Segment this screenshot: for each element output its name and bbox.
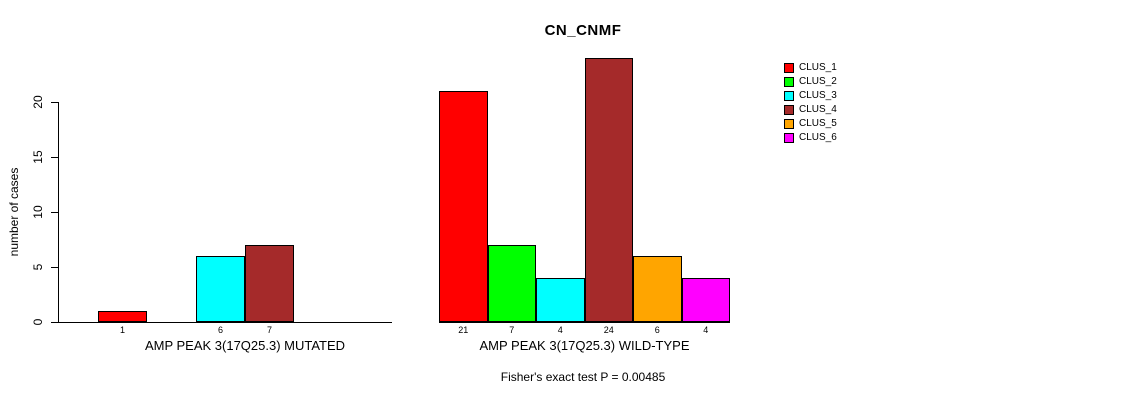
y-axis-tick-label: 5 <box>31 263 45 271</box>
y-axis-tick <box>51 322 58 323</box>
y-axis-tick-label: 15 <box>31 150 45 164</box>
chart-title: CN_CNMF <box>544 22 622 39</box>
legend-label: CLUS_3 <box>799 90 837 101</box>
y-axis-tick <box>51 267 58 268</box>
bar-value-label: 1 <box>119 325 125 335</box>
legend-label: CLUS_5 <box>799 118 837 129</box>
bar-value-label: 21 <box>458 325 469 335</box>
bar-clus_2-group1 <box>487 245 536 322</box>
legend-row-clus_4: CLUS_4 <box>784 103 837 117</box>
legend-swatch-icon <box>784 77 794 87</box>
legend-swatch-icon <box>784 63 794 73</box>
legend-swatch-icon <box>784 91 794 101</box>
legend-row-clus_2: CLUS_2 <box>784 75 837 89</box>
y-axis-line <box>58 102 59 323</box>
x-axis-baseline <box>439 322 730 323</box>
bar-value-label: 6 <box>654 325 660 335</box>
bar-clus_4-group0 <box>245 245 294 322</box>
bar-clus_3-group1 <box>536 278 585 322</box>
legend: CLUS_1 CLUS_2 CLUS_3 CLUS_4 CLUS_5 CLUS_6 <box>784 61 837 145</box>
bar-value-label: 6 <box>217 325 223 335</box>
bar-value-label: 7 <box>509 325 515 335</box>
legend-swatch-icon <box>784 119 794 129</box>
y-axis-tick <box>51 157 58 158</box>
y-axis-tick-label: 10 <box>31 205 45 219</box>
bar-value-label: 24 <box>603 325 614 335</box>
y-axis-title: number of cases <box>7 167 21 257</box>
x-group-label-mutated: AMP PEAK 3(17Q25.3) MUTATED <box>144 338 346 353</box>
y-axis-tick-label: 0 <box>31 318 45 326</box>
bar-clus_1-group1 <box>439 91 488 322</box>
bar-value-label: 4 <box>703 325 709 335</box>
fisher-test-annotation: Fisher's exact test P = 0.00485 <box>500 370 666 384</box>
legend-swatch-icon <box>784 133 794 143</box>
bar-clus_3-group0 <box>196 256 245 322</box>
y-axis-tick <box>51 212 58 213</box>
bar-clus_6-group1 <box>681 278 730 322</box>
legend-row-clus_5: CLUS_5 <box>784 117 837 131</box>
x-group-label-wildtype: AMP PEAK 3(17Q25.3) WILD-TYPE <box>479 338 690 353</box>
bar-clus_5-group1 <box>633 256 682 322</box>
bar-value-label: 7 <box>266 325 272 335</box>
bar-value-label: 4 <box>557 325 563 335</box>
legend-row-clus_1: CLUS_1 <box>784 61 837 75</box>
legend-label: CLUS_4 <box>799 104 837 115</box>
bar-clus_4-group1 <box>584 58 633 322</box>
y-axis-tick-label: 20 <box>31 95 45 109</box>
bar-clus_1-group0 <box>98 311 147 322</box>
legend-label: CLUS_6 <box>799 132 837 143</box>
legend-label: CLUS_2 <box>799 76 837 87</box>
y-axis-tick <box>51 102 58 103</box>
legend-swatch-icon <box>784 105 794 115</box>
legend-label: CLUS_1 <box>799 62 837 73</box>
x-axis-baseline <box>58 322 392 323</box>
legend-row-clus_3: CLUS_3 <box>784 89 837 103</box>
legend-row-clus_6: CLUS_6 <box>784 131 837 145</box>
